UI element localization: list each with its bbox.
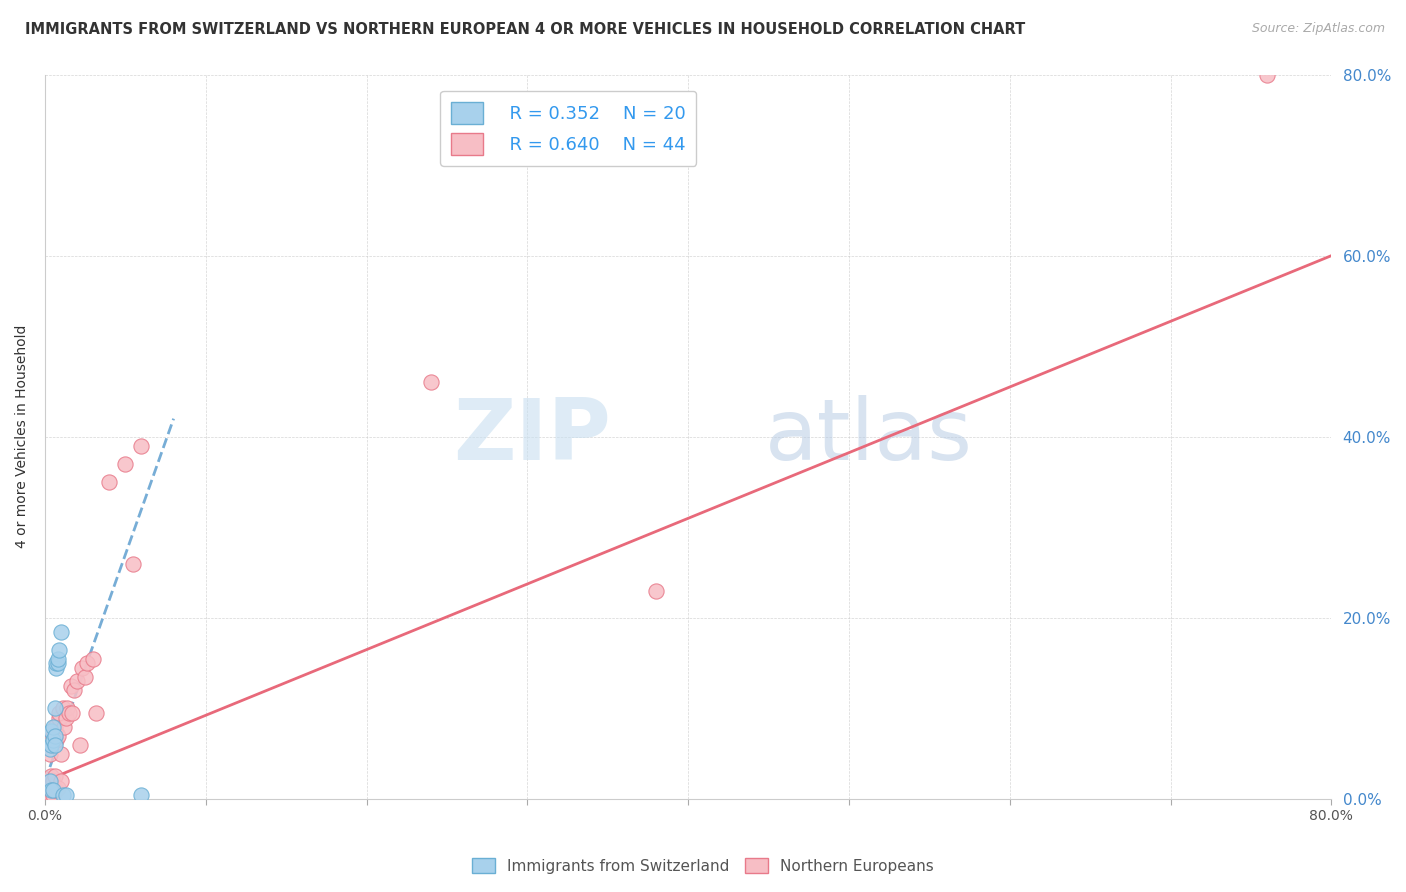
Point bbox=[49, 624, 72, 639]
Point bbox=[48, 706, 70, 720]
Point bbox=[52, 788, 75, 802]
Point bbox=[114, 457, 136, 471]
Point bbox=[76, 657, 98, 671]
Point bbox=[66, 674, 89, 689]
Point bbox=[419, 376, 441, 390]
Point bbox=[48, 710, 70, 724]
Point bbox=[52, 701, 75, 715]
Point bbox=[53, 720, 76, 734]
Point bbox=[59, 679, 82, 693]
Text: IMMIGRANTS FROM SWITZERLAND VS NORTHERN EUROPEAN 4 OR MORE VEHICLES IN HOUSEHOLD: IMMIGRANTS FROM SWITZERLAND VS NORTHERN … bbox=[25, 22, 1025, 37]
Point bbox=[44, 783, 66, 797]
Point bbox=[42, 729, 65, 743]
Point bbox=[131, 788, 153, 802]
Point bbox=[37, 788, 59, 802]
Point bbox=[41, 783, 63, 797]
Point bbox=[44, 738, 66, 752]
Point bbox=[45, 783, 67, 797]
Text: ZIP: ZIP bbox=[453, 395, 612, 478]
Point bbox=[45, 657, 67, 671]
Point bbox=[41, 783, 63, 797]
Point bbox=[131, 439, 153, 453]
Point bbox=[41, 724, 63, 739]
Point bbox=[42, 738, 65, 752]
Point bbox=[82, 651, 104, 665]
Point bbox=[55, 710, 77, 724]
Point bbox=[44, 729, 66, 743]
Point bbox=[38, 747, 60, 761]
Point bbox=[46, 657, 69, 671]
Legend: Immigrants from Switzerland, Northern Europeans: Immigrants from Switzerland, Northern Eu… bbox=[465, 852, 941, 880]
Point bbox=[49, 747, 72, 761]
Point bbox=[70, 661, 93, 675]
Point bbox=[69, 738, 91, 752]
Point bbox=[56, 701, 79, 715]
Point bbox=[63, 683, 86, 698]
Point bbox=[98, 475, 121, 489]
Point bbox=[41, 738, 63, 752]
Point bbox=[45, 661, 67, 675]
Point bbox=[42, 733, 65, 747]
Point bbox=[48, 642, 70, 657]
Point bbox=[55, 788, 77, 802]
Point bbox=[38, 742, 60, 756]
Point bbox=[44, 769, 66, 783]
Point bbox=[38, 774, 60, 789]
Point bbox=[38, 774, 60, 789]
Point bbox=[41, 788, 63, 802]
Point bbox=[44, 720, 66, 734]
Point bbox=[42, 720, 65, 734]
Point bbox=[46, 651, 69, 665]
Point bbox=[86, 706, 108, 720]
Text: atlas: atlas bbox=[765, 395, 973, 478]
Y-axis label: 4 or more Vehicles in Household: 4 or more Vehicles in Household bbox=[15, 325, 30, 549]
Point bbox=[75, 670, 97, 684]
Point bbox=[60, 706, 83, 720]
Point bbox=[44, 701, 66, 715]
Point bbox=[38, 783, 60, 797]
Point bbox=[46, 781, 69, 796]
Point bbox=[46, 729, 69, 743]
Legend:   R = 0.352    N = 20,   R = 0.640    N = 44: R = 0.352 N = 20, R = 0.640 N = 44 bbox=[440, 91, 696, 166]
Point bbox=[122, 557, 145, 571]
Point bbox=[1256, 68, 1278, 82]
Point bbox=[41, 769, 63, 783]
Text: Source: ZipAtlas.com: Source: ZipAtlas.com bbox=[1251, 22, 1385, 36]
Point bbox=[45, 733, 67, 747]
Point bbox=[42, 774, 65, 789]
Point bbox=[42, 783, 65, 797]
Point bbox=[49, 774, 72, 789]
Point bbox=[58, 706, 80, 720]
Point bbox=[42, 788, 65, 802]
Point bbox=[645, 583, 668, 598]
